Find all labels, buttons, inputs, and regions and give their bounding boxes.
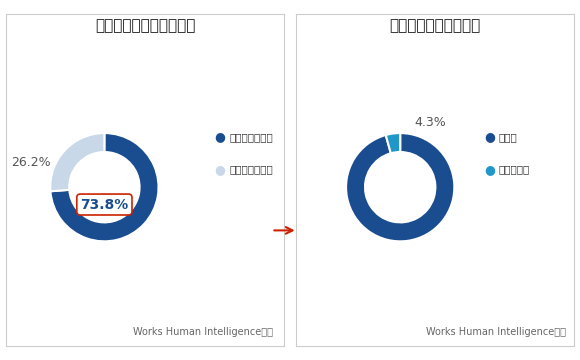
Text: 26.2%: 26.2%	[12, 156, 51, 169]
Wedge shape	[346, 133, 454, 241]
Text: ●: ●	[215, 130, 226, 143]
Text: 人事部: 人事部	[499, 132, 517, 142]
Wedge shape	[386, 133, 400, 153]
Text: Works Human Intelligence調べ: Works Human Intelligence調べ	[133, 327, 273, 337]
Wedge shape	[50, 133, 158, 241]
Text: 経営企画部: 経営企画部	[499, 164, 530, 174]
Text: ●: ●	[215, 163, 226, 176]
Text: Works Human Intelligence調べ: Works Human Intelligence調べ	[426, 327, 566, 337]
Text: 複数部門が対応: 複数部門が対応	[229, 164, 273, 174]
Text: 単一部門が対応: 単一部門が対応	[229, 132, 273, 142]
Text: ●: ●	[484, 163, 495, 176]
Text: 4.3%: 4.3%	[414, 116, 446, 129]
Text: 95.7%: 95.7%	[376, 198, 425, 212]
Text: 主管部門の体制について: 主管部門の体制について	[95, 18, 195, 33]
Text: ●: ●	[484, 130, 495, 143]
Wedge shape	[50, 133, 104, 191]
Text: 単一部門での対応内訳: 単一部門での対応内訳	[389, 18, 481, 33]
Text: 73.8%: 73.8%	[80, 198, 129, 212]
